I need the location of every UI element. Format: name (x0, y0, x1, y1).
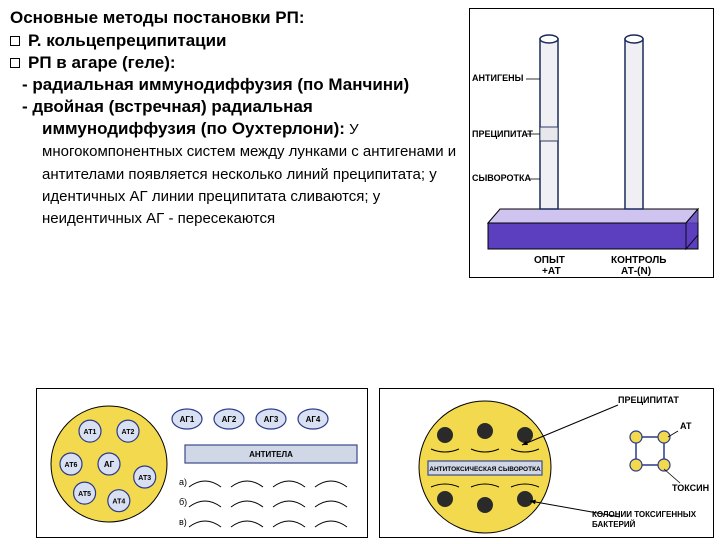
dish-svg: АНТИТОКСИЧЕСКАЯ СЫВОРОТКАПРЕЦИПИТАТКОЛОН… (380, 389, 715, 539)
sub2-bold: - двойная (встречная) радиальная иммунод… (22, 97, 345, 138)
svg-text:АНТИГЕНЫ: АНТИГЕНЫ (472, 73, 524, 83)
svg-text:а): а) (179, 477, 187, 487)
svg-text:АТ-(N): АТ-(N) (621, 266, 651, 277)
svg-text:АГ2: АГ2 (222, 415, 237, 424)
figure-wells: АГ АТ1 АТ2 АТ3 АТ4 АТ5 АТ6 АГ1 АГ2 АГ3 АГ4 АНТИТЕЛА… (36, 388, 368, 538)
tubes-svg: АНТИГЕНЫ ПРЕЦИПИТАТ СЫВОРОТКА ОПЫТ+АТ КОНТРО… (470, 9, 715, 279)
svg-text:ПРЕЦИПИТАТ: ПРЕЦИПИТАТ (472, 129, 533, 139)
svg-text:КОНТРОЛЬ: КОНТРОЛЬ (611, 255, 666, 266)
bullet-1: Р. кольцепреципитации (10, 30, 465, 52)
svg-text:АТ: АТ (680, 421, 692, 431)
svg-text:АГ3: АГ3 (264, 415, 279, 424)
svg-text:+АТ: +АТ (542, 266, 561, 277)
svg-text:ОПЫТ: ОПЫТ (534, 255, 565, 266)
figure-tubes: АНТИГЕНЫ ПРЕЦИПИТАТ СЫВОРОТКА ОПЫТ+АТ КОНТРО… (469, 8, 714, 278)
figure-dish: АНТИТОКСИЧЕСКАЯ СЫВОРОТКАПРЕЦИПИТАТКОЛОН… (379, 388, 714, 538)
svg-text:ПРЕЦИПИТАТ: ПРЕЦИПИТАТ (618, 395, 679, 405)
svg-text:АГ: АГ (104, 460, 115, 469)
svg-text:АТ2: АТ2 (122, 429, 135, 436)
svg-text:АТ3: АТ3 (138, 475, 151, 482)
svg-text:в): в) (179, 517, 187, 527)
sub-1: - радиальная иммунодиффузия (по Манчини) (10, 74, 465, 96)
text-block: Основные методы постановки РП: Р. кольце… (10, 8, 465, 229)
sub-2: - двойная (встречная) радиальная иммунод… (10, 96, 465, 229)
svg-text:АТ4: АТ4 (112, 499, 125, 506)
title: Основные методы постановки РП: (10, 8, 465, 28)
svg-text:АТ6: АТ6 (65, 462, 78, 469)
svg-text:АТ1: АТ1 (84, 429, 97, 436)
svg-text:АГ4: АГ4 (306, 415, 321, 424)
svg-text:ТОКСИН: ТОКСИН (672, 483, 709, 493)
svg-text:б): б) (179, 497, 187, 507)
wells-svg: АГ АТ1 АТ2 АТ3 АТ4 АТ5 АТ6 АГ1 АГ2 АГ3 АГ4 АНТИТЕЛА… (37, 389, 369, 539)
svg-text:АТ5: АТ5 (78, 491, 91, 498)
svg-text:АНТИТЕЛА: АНТИТЕЛА (249, 450, 293, 459)
svg-text:АГ1: АГ1 (180, 415, 195, 424)
svg-text:АНТИТОКСИЧЕСКАЯ СЫВОРОТКА: АНТИТОКСИЧЕСКАЯ СЫВОРОТКА (429, 466, 541, 473)
svg-text:СЫВОРОТКА: СЫВОРОТКА (472, 173, 531, 183)
svg-text:БАКТЕРИЙ: БАКТЕРИЙ (592, 520, 636, 529)
bullet-2: РП в агаре (геле): (10, 52, 465, 74)
